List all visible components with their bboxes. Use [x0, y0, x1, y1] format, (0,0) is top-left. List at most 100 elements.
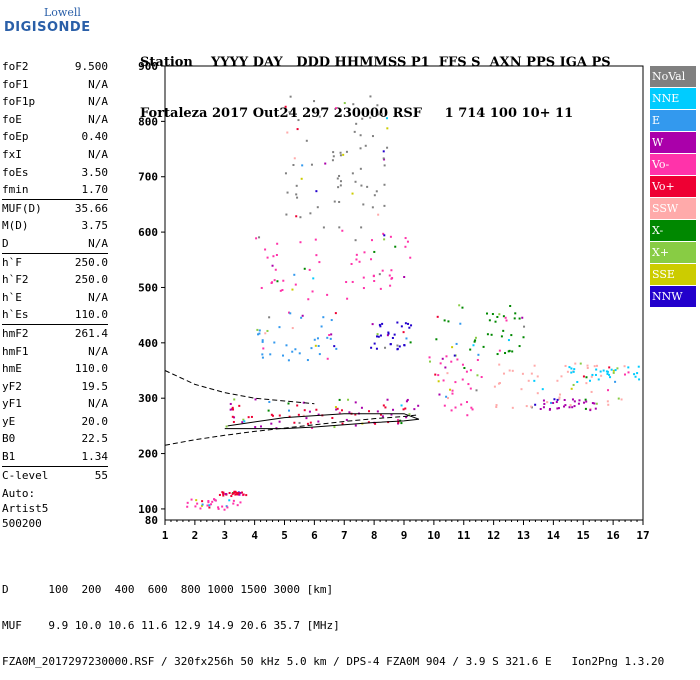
echo-point [268, 400, 271, 403]
echo-point [520, 388, 523, 391]
echo-point [413, 408, 416, 411]
param-value: 19.5 [81, 379, 109, 393]
echo-point [473, 340, 476, 343]
echo-point [230, 495, 233, 498]
y-tick-label: 200 [138, 448, 158, 461]
echo-point [556, 407, 559, 410]
echo-point [297, 413, 300, 416]
param-label: hmF2 [2, 326, 29, 340]
footer-file-info: FZA0M_2017297230000.RSF / 320fx256h 50 k… [2, 655, 665, 668]
echo-point [428, 356, 431, 359]
echo-point [455, 342, 458, 345]
echo-point [459, 322, 462, 325]
echo-point [552, 401, 555, 404]
echo-point [474, 339, 477, 342]
param-row: C-level 55 [2, 465, 108, 485]
echo-point [397, 418, 400, 421]
echo-point [338, 200, 341, 203]
echo-point [233, 490, 236, 493]
echo-point [439, 362, 442, 365]
echo-point [317, 413, 320, 416]
param-label: B0 [2, 432, 16, 446]
echo-point [563, 405, 566, 408]
echo-point [558, 398, 561, 401]
echo-point [404, 245, 407, 248]
echo-point [400, 404, 403, 407]
echo-point [383, 204, 386, 207]
echo-point [390, 269, 393, 272]
echo-point [308, 410, 311, 413]
echo-point [408, 326, 411, 329]
echo-point [436, 315, 439, 318]
y-tick-label: 400 [138, 337, 158, 350]
echo-point [196, 502, 199, 505]
echo-point [442, 379, 445, 382]
echo-point [607, 403, 610, 406]
echo-point [264, 248, 267, 251]
echo-point [507, 339, 510, 342]
echo-point [557, 407, 560, 410]
echo-point [568, 366, 571, 369]
echo-point [214, 499, 217, 502]
echo-point [608, 366, 611, 369]
echo-point [403, 344, 406, 347]
echo-point [382, 232, 385, 235]
echo-point [306, 422, 309, 425]
echo-point [504, 352, 507, 355]
echo-point [225, 425, 228, 428]
echo-point [238, 493, 241, 496]
echo-point [572, 370, 575, 373]
echo-point [303, 267, 306, 270]
echo-point [355, 122, 358, 125]
echo-point [390, 413, 393, 416]
param-value: 20.0 [81, 414, 109, 428]
echo-point [608, 373, 611, 376]
echo-point [314, 238, 317, 241]
param-row: foEs 3.50 [2, 164, 108, 182]
echo-point [550, 401, 553, 404]
legend-item: Vo+ [650, 176, 696, 197]
echo-point [389, 343, 392, 346]
echo-point [333, 200, 336, 203]
x-tick-label: 17 [636, 529, 649, 542]
echo-point [312, 277, 315, 280]
param-value: 0.40 [81, 130, 109, 144]
echo-point [435, 338, 438, 341]
echo-point [190, 498, 193, 501]
echo-point [498, 363, 501, 366]
echo-point [384, 346, 387, 349]
param-row: h`F2 250.0 [2, 271, 108, 289]
echo-point [546, 401, 549, 404]
echo-point [322, 226, 325, 229]
echo-point [337, 186, 340, 189]
echo-point [217, 507, 220, 510]
polarization-legend: NoVal NNE E W Vo- Vo+ SSW X- X+ SSE NNW [650, 66, 696, 308]
legend-item: Vo- [650, 154, 696, 175]
echo-point [570, 367, 573, 370]
echo-point [566, 370, 569, 373]
profile-line-dashed-upper [164, 370, 315, 405]
echo-point [623, 365, 626, 368]
echo-point [289, 312, 292, 315]
echo-point [495, 406, 498, 409]
param-value: N/A [88, 112, 108, 126]
echo-point [314, 344, 317, 347]
echo-point [186, 505, 189, 508]
echo-point [377, 213, 380, 216]
echo-point [583, 401, 586, 404]
echo-point [585, 376, 588, 379]
param-row: foF1p N/A [2, 93, 108, 111]
param-row: h`Es 110.0 [2, 306, 108, 324]
echo-point [569, 404, 572, 407]
echo-point [389, 235, 392, 238]
param-label: foF2 [2, 60, 29, 73]
ionogram-chart: 1 2 3 4 5 6 7 8 9 10 11 12 13 14 15 16 17100200300400500… [138, 60, 650, 542]
echo-point [200, 504, 203, 507]
param-value: 250.0 [74, 273, 108, 287]
param-label: h`F [2, 255, 22, 269]
echo-point [637, 365, 640, 368]
auto-label: Auto: [2, 487, 36, 500]
echo-point [310, 163, 313, 166]
echo-point [213, 498, 216, 501]
echo-point [591, 373, 594, 376]
